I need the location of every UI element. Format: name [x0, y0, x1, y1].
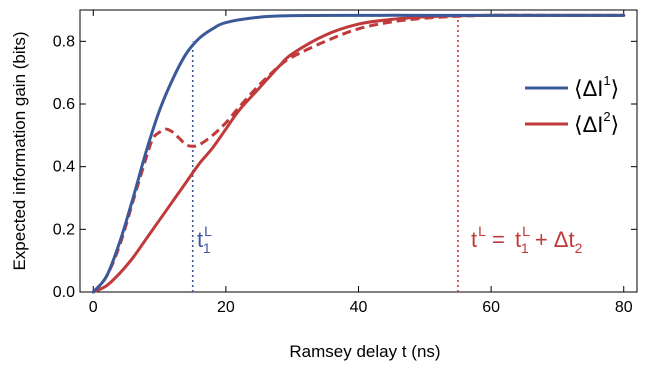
series-layer	[91, 13, 626, 294]
legend-label-1-open: ⟨ΔI	[574, 76, 603, 101]
marker-2-label-plus-sub: 2	[575, 240, 583, 256]
legend-label-1-sup: 1	[603, 73, 610, 88]
markers-layer	[191, 15, 459, 292]
x-tick-label: 20	[217, 299, 235, 316]
y-tick-label: 0.0	[53, 284, 75, 301]
y-tick-label: 0.2	[53, 221, 75, 238]
marker-2-label-t: t	[471, 227, 477, 252]
marker-1-label-base: t	[197, 227, 203, 252]
legend-label-2: ⟨ΔI2⟩	[574, 109, 619, 137]
x-axis-title: Ramsey delay t (ns)	[289, 342, 440, 361]
y-tick-label: 0.6	[53, 96, 75, 113]
ticks-layer: 0 20 40 60 80 0.0 0.2 0.4 0.6 0.8	[53, 10, 637, 316]
marker-2-label-t1-sup: L	[522, 223, 530, 239]
legend-label-2-open: ⟨ΔI	[574, 112, 603, 137]
y-tick-label: 0.4	[53, 159, 75, 176]
legend-label-2-sup: 2	[603, 109, 610, 124]
marker-2-label-plus: + Δt	[529, 227, 575, 252]
x-tick-label: 60	[482, 299, 500, 316]
x-tick-label: 40	[350, 299, 368, 316]
legend-label-2-close: ⟩	[611, 112, 620, 137]
legend-label-1-close: ⟩	[611, 76, 620, 101]
marker-1-label-sub: 1	[203, 240, 211, 256]
y-tick-label: 0.8	[53, 33, 75, 50]
marker-2-label-t1: t	[515, 227, 521, 252]
marker-1-label-sup: L	[204, 223, 212, 239]
series-line-1	[91, 13, 626, 294]
legend: ⟨ΔI1⟩ ⟨ΔI2⟩	[525, 73, 619, 137]
marker-2-label-L: L	[478, 223, 486, 239]
marker-1-label: tL 1	[197, 223, 212, 256]
x-tick-label: 80	[615, 299, 633, 316]
series-line-3	[92, 13, 624, 294]
marker-2-label: tL = tL 1 + Δt2	[471, 223, 583, 256]
y-axis-title: Expected information gain (bits)	[10, 31, 29, 270]
legend-label-1: ⟨ΔI1⟩	[574, 73, 619, 101]
marker-2-label-t1-sub: 1	[521, 240, 529, 256]
x-tick-label: 0	[89, 299, 98, 316]
marker-2-label-eq: =	[486, 227, 511, 252]
